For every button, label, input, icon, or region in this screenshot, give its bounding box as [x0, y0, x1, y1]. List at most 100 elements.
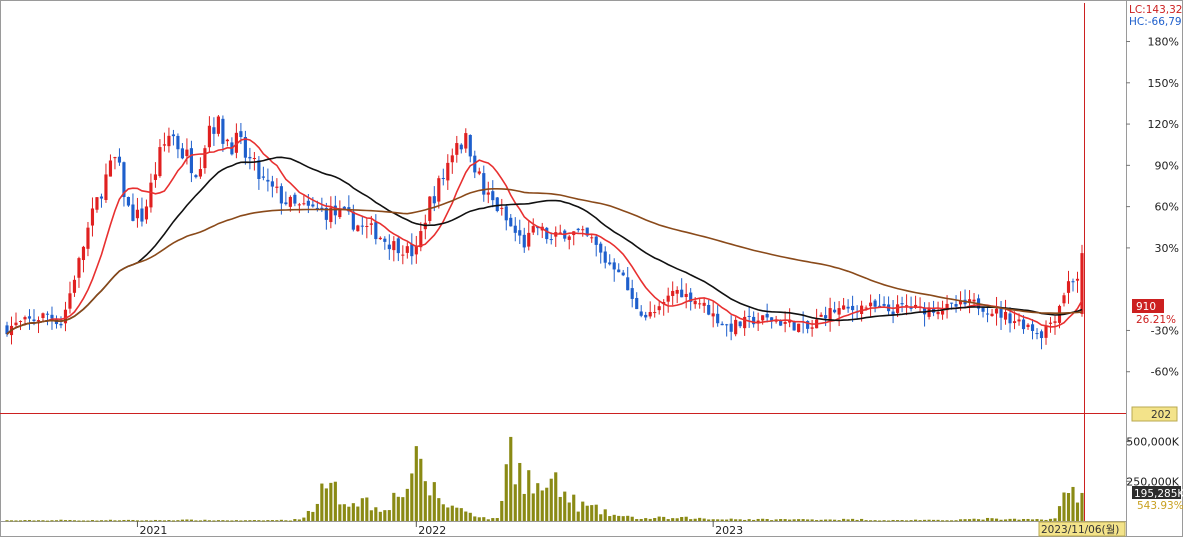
candle-body: [1003, 311, 1008, 320]
volume-bar: [621, 516, 625, 521]
volume-bar: [545, 487, 549, 521]
volume-tick-label: 500,000K: [1126, 436, 1179, 449]
candle-body: [779, 320, 783, 326]
volume-bar: [527, 470, 531, 521]
volume-bar: [936, 519, 940, 521]
volume-bar: [792, 519, 796, 521]
candle-body: [320, 207, 324, 210]
volume-bar: [59, 519, 63, 521]
volume-bar: [392, 492, 396, 521]
volume-bar: [108, 519, 113, 521]
volume-bar: [851, 518, 855, 521]
candle-body: [369, 223, 373, 225]
volume-bar: [558, 496, 562, 521]
volume-bar: [104, 520, 108, 522]
candle-body: [1071, 281, 1075, 283]
volume-bar: [774, 519, 778, 521]
candle-body: [131, 204, 135, 221]
date-tick-label: 2023: [715, 524, 743, 537]
candle-body: [437, 178, 441, 202]
volume-bar: [221, 520, 225, 522]
candle-body: [99, 196, 104, 199]
volume-bar: [513, 484, 517, 521]
candle-body: [711, 313, 715, 317]
volume-bar: [122, 519, 126, 521]
candle-body: [486, 192, 490, 195]
volume-bar: [153, 519, 158, 521]
candle-body: [666, 295, 670, 302]
candle-body: [842, 305, 846, 310]
volume-bar: [288, 520, 292, 522]
volume-bar: [387, 510, 391, 521]
candle-body: [342, 206, 346, 210]
candle-body: [59, 323, 63, 326]
volume-bar: [1021, 518, 1026, 521]
candle-body: [81, 246, 86, 261]
volume-bar: [958, 519, 963, 521]
candle-body: [32, 319, 36, 322]
candle-body: [729, 323, 733, 332]
candle-body: [824, 315, 828, 319]
volume-bar: [967, 519, 972, 521]
volume-tick-label: 250,000K: [1126, 475, 1179, 488]
candle-body: [189, 148, 193, 174]
candle-body: [14, 322, 18, 326]
candle-body: [972, 299, 976, 302]
candle-body: [135, 209, 140, 219]
candle-body: [698, 303, 702, 305]
volume-bar: [644, 518, 648, 521]
candle-body: [761, 315, 765, 321]
date-tick-label: 2022: [418, 524, 446, 537]
volume-bar: [1057, 506, 1062, 521]
volume-bar: [383, 510, 387, 521]
candle-body: [1062, 295, 1066, 304]
volume-bar: [27, 519, 32, 521]
candle-body: [203, 148, 207, 169]
volume-bar: [828, 519, 832, 521]
volume-bar: [32, 520, 36, 522]
volume-bar: [639, 518, 643, 521]
volume-bar: [239, 520, 243, 522]
volume-bar: [432, 482, 436, 521]
grid-lines: [136, 41, 1130, 527]
candle-body: [459, 144, 463, 150]
candle-body: [806, 321, 810, 329]
volume-bar: [945, 520, 949, 522]
price-badge: [1132, 299, 1164, 313]
candle-body: [86, 227, 90, 249]
candle-body: [5, 325, 9, 335]
volume-bar: [990, 518, 994, 521]
candle-body: [684, 293, 688, 297]
candle-body: [608, 262, 612, 265]
candle-body: [626, 277, 630, 291]
price-tick-label: -60%: [1151, 366, 1179, 379]
candle-body: [531, 226, 535, 233]
volume-bar: [1035, 519, 1039, 521]
volume-bar: [450, 505, 454, 521]
volume-bar: [446, 507, 450, 521]
price-tick-label: 150%: [1148, 77, 1179, 90]
candle-body: [851, 305, 855, 311]
volume-bar: [878, 520, 882, 522]
volume-bar: [401, 497, 405, 521]
candle-body: [878, 305, 882, 307]
price-tick-label: 180%: [1148, 36, 1179, 49]
volume-bar: [972, 518, 976, 521]
volume-bar: [342, 504, 346, 521]
candle-body: [954, 304, 958, 307]
volume-bar: [626, 515, 630, 521]
candle-body: [752, 316, 756, 325]
volume-bar: [41, 520, 45, 522]
volume-bar: [369, 510, 373, 521]
candle-body: [140, 208, 144, 222]
volume-bar: [581, 501, 585, 521]
volume-bar: [833, 519, 837, 521]
volume-bar: [374, 507, 378, 521]
ma-long-line: [6, 188, 1083, 335]
candle-body: [671, 290, 675, 296]
volume-bar: [144, 520, 149, 522]
candle-body: [846, 306, 850, 309]
candle-body: [275, 186, 279, 188]
volume-bar: [855, 519, 859, 521]
candle-body: [936, 312, 940, 315]
